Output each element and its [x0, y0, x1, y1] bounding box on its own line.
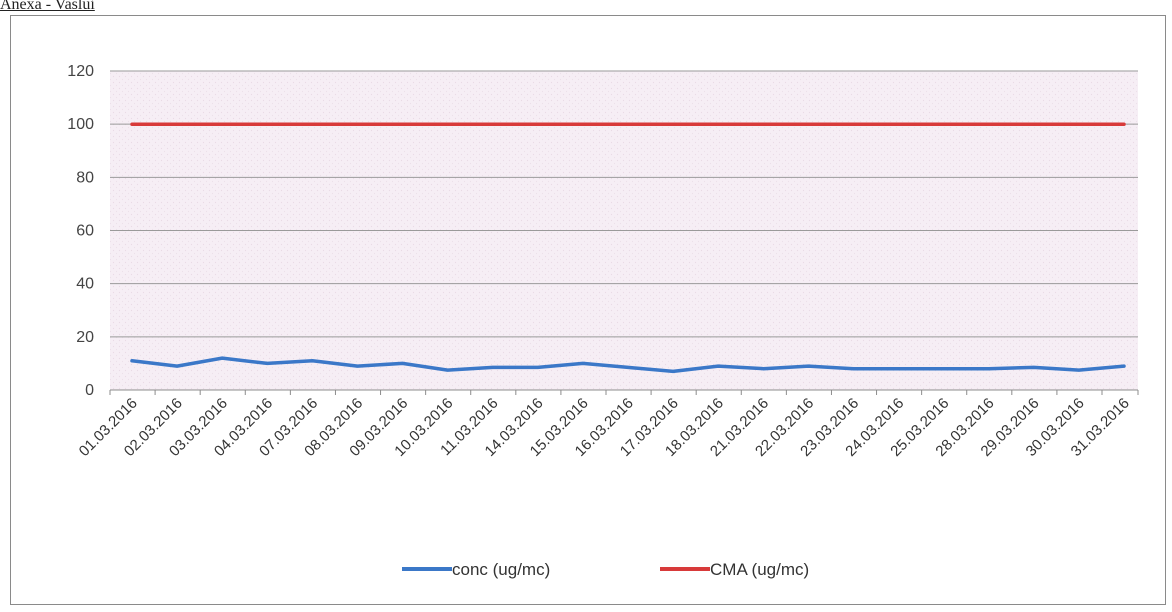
y-tick-label: 100 — [67, 116, 94, 133]
series-line-conc — [130, 356, 1126, 374]
page-header-text: Anexa - Vaslui — [0, 0, 95, 13]
y-axis-tick-labels: 0 20 40 60 80 100 120 — [67, 63, 94, 399]
y-tick-label: 60 — [76, 223, 94, 240]
y-tick-label: 40 — [76, 276, 94, 293]
y-tick-label: 80 — [76, 169, 94, 186]
legend-label-conc: conc (ug/mc) — [452, 560, 550, 579]
y-tick-label: 120 — [67, 63, 94, 80]
legend-label-cma: CMA (ug/mc) — [710, 560, 809, 579]
x-axis-tick-labels: 01.03.201602.03.201603.03.201604.03.2016… — [76, 390, 1139, 460]
line-chart: 0 20 40 60 80 100 120 01.03.201602.03.201603.0… — [67, 63, 1139, 579]
y-tick-label: 0 — [85, 382, 94, 399]
series-lines — [130, 122, 1126, 374]
y-tick-label: 20 — [76, 329, 94, 346]
legend: conc (ug/mc) CMA (ug/mc) — [402, 560, 809, 579]
